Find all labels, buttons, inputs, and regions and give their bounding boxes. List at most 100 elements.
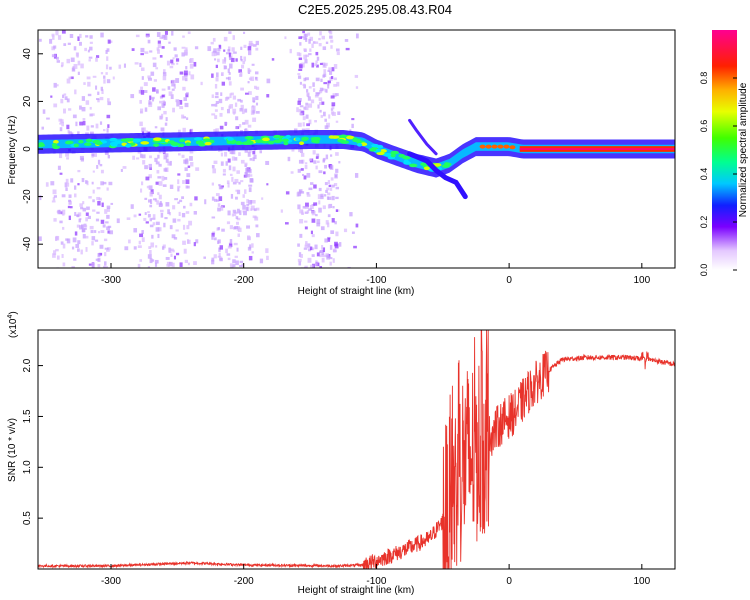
noise-speck xyxy=(139,99,142,104)
noise-speck xyxy=(233,111,236,115)
noise-speck xyxy=(179,106,184,110)
noise-speck xyxy=(106,128,109,133)
colorbar-tick-label-3: 0.6 xyxy=(699,120,709,133)
noise-speck xyxy=(88,59,91,62)
noise-speck xyxy=(230,57,235,63)
noise-speck xyxy=(331,195,335,201)
noise-speck xyxy=(235,127,238,130)
noise-speck xyxy=(157,154,160,159)
noise-speck xyxy=(308,86,312,89)
noise-speck xyxy=(214,52,218,56)
noise-speck xyxy=(297,191,302,197)
noise-speck xyxy=(141,237,145,242)
noise-speck xyxy=(301,159,305,164)
noise-speck xyxy=(147,214,151,218)
noise-speck xyxy=(315,214,318,217)
noise-speck xyxy=(155,161,160,165)
noise-speck xyxy=(124,246,129,251)
noise-speck xyxy=(179,71,184,75)
noise-speck xyxy=(102,224,106,228)
ridge-blob xyxy=(283,141,289,146)
noise-speck xyxy=(245,206,249,211)
noise-speck xyxy=(302,83,306,86)
spectrogram-x-ticks: -300 -200 -100 0 100 xyxy=(101,263,651,286)
ridge-hot-spot xyxy=(479,144,486,149)
noise-speck xyxy=(252,200,256,204)
noise-speck xyxy=(156,200,159,205)
noise-speck xyxy=(157,233,160,239)
noise-speck xyxy=(65,152,70,157)
noise-speck xyxy=(221,72,224,77)
noise-speck xyxy=(147,211,150,214)
noise-speck xyxy=(229,56,232,61)
noise-speck xyxy=(106,79,111,84)
noise-speck xyxy=(60,98,64,104)
noise-speck xyxy=(330,154,333,157)
noise-speck xyxy=(61,62,64,67)
noise-speck xyxy=(177,179,180,185)
noise-speck xyxy=(329,35,333,39)
noise-speck xyxy=(217,227,220,230)
noise-speck xyxy=(327,222,330,228)
noise-speck xyxy=(323,111,326,117)
noise-speck xyxy=(55,30,59,36)
noise-speck xyxy=(77,169,81,173)
noise-speck xyxy=(85,212,89,216)
noise-speck xyxy=(298,57,303,61)
snr-y-tick-label-2: 1.5 xyxy=(22,409,33,423)
noise-speck xyxy=(226,180,230,185)
noise-speck xyxy=(207,46,212,52)
noise-speck xyxy=(229,263,233,267)
noise-speck xyxy=(95,85,98,90)
noise-speck xyxy=(235,116,239,121)
noise-speck xyxy=(215,92,219,96)
noise-speck xyxy=(252,150,256,155)
noise-speck xyxy=(161,103,165,108)
noise-speck xyxy=(149,258,153,264)
noise-speck xyxy=(91,181,94,185)
noise-speck xyxy=(195,239,199,244)
noise-speck xyxy=(306,172,311,178)
noise-speck xyxy=(214,109,218,112)
noise-speck xyxy=(163,168,168,172)
ridge-core-peak xyxy=(519,148,675,150)
noise-speck xyxy=(177,201,180,204)
noise-speck xyxy=(331,105,335,110)
noise-speck xyxy=(177,173,181,176)
noise-speck xyxy=(298,68,303,71)
snr-panel: -300 -200 -100 0 100 0.5 1.0 1.5 2.0 Height of … xyxy=(7,311,676,596)
noise-speck xyxy=(81,96,86,101)
noise-speck xyxy=(140,188,143,193)
noise-speck xyxy=(94,239,99,242)
noise-speck xyxy=(85,100,90,105)
noise-speck xyxy=(355,33,359,39)
noise-speck xyxy=(81,229,85,233)
noise-speck xyxy=(149,249,152,255)
noise-speck xyxy=(212,168,217,174)
ridge-blob xyxy=(195,140,204,145)
snr-series-line xyxy=(38,330,675,569)
noise-speck xyxy=(219,245,224,250)
noise-speck xyxy=(317,104,320,109)
noise-speck xyxy=(57,165,61,170)
noise-speck xyxy=(189,58,194,63)
noise-speck xyxy=(186,173,191,178)
noise-speck xyxy=(86,206,90,210)
ridge-blob xyxy=(246,141,254,145)
noise-speck xyxy=(329,261,332,266)
noise-speck xyxy=(211,51,216,57)
noise-speck xyxy=(239,264,242,268)
noise-speck xyxy=(82,121,86,126)
noise-speck xyxy=(327,80,331,84)
noise-speck xyxy=(95,57,98,62)
noise-speck xyxy=(155,227,160,232)
noise-speck xyxy=(315,92,320,96)
noise-speck xyxy=(233,242,238,246)
noise-speck xyxy=(354,74,359,78)
noise-speck xyxy=(173,255,177,260)
noise-speck xyxy=(241,263,244,267)
noise-speck xyxy=(105,221,109,224)
noise-speck xyxy=(304,59,308,64)
noise-speck xyxy=(217,203,221,207)
